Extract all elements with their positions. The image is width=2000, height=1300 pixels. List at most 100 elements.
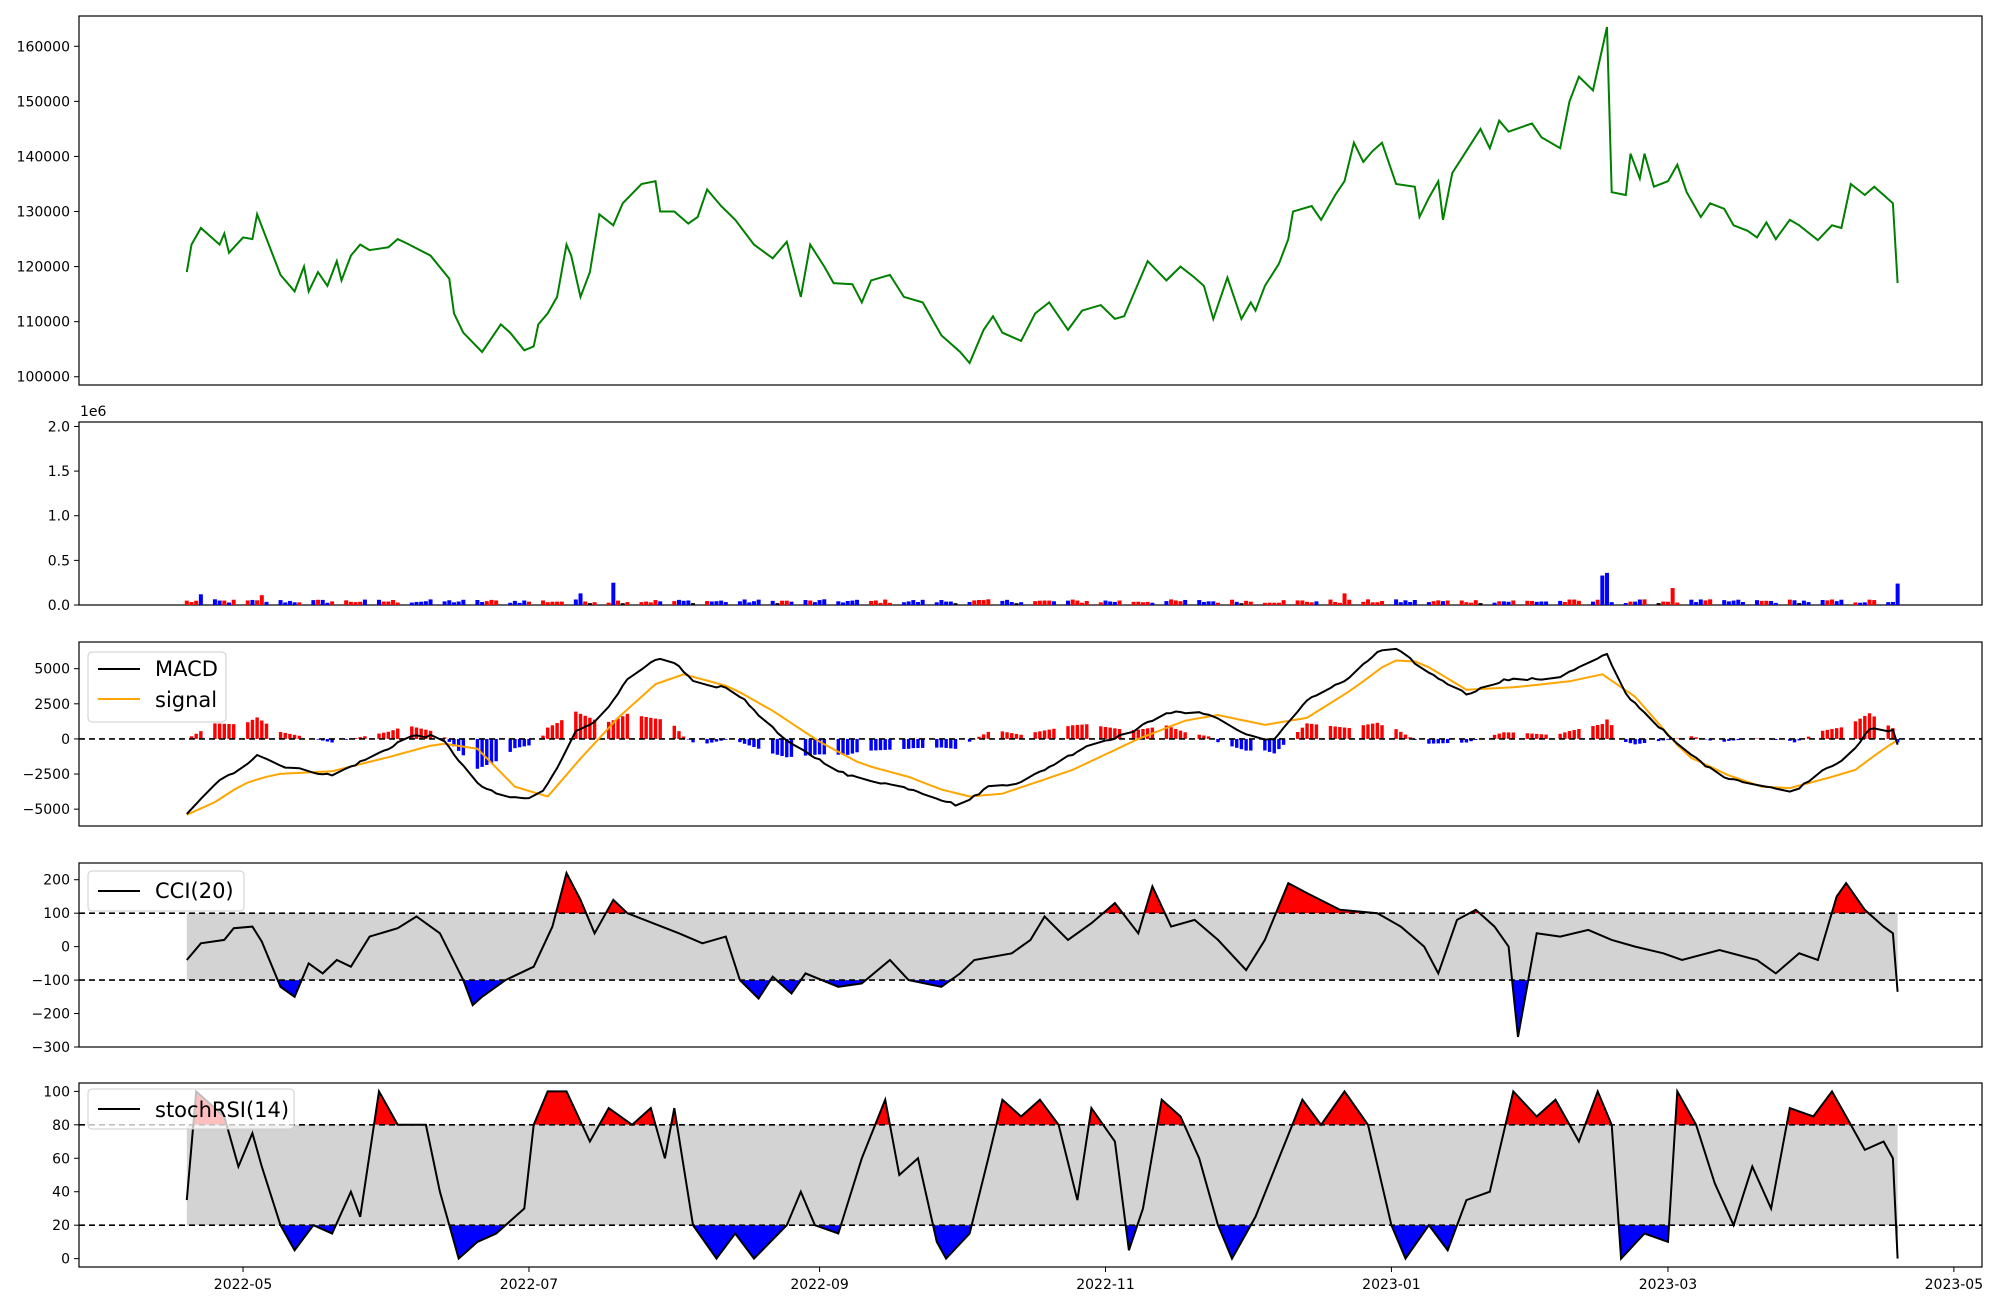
macd-histogram-bar <box>1305 723 1309 739</box>
macd-histogram-bar <box>1042 730 1047 739</box>
volume-bar <box>1839 599 1844 605</box>
volume-bar <box>1726 601 1731 605</box>
volume-bar <box>475 599 480 605</box>
volume-bar <box>480 602 485 605</box>
macd-histogram-bar <box>658 719 662 739</box>
macd-histogram-bar <box>1558 733 1562 739</box>
volume-bar <box>414 601 419 605</box>
volume-bar <box>1140 602 1145 605</box>
macd-histogram-bar <box>1535 733 1539 739</box>
volume-bar <box>976 599 981 605</box>
volume-bar <box>1722 600 1727 605</box>
macd-histogram-bar <box>344 738 348 740</box>
volume-bar <box>1862 602 1867 605</box>
volume-bar <box>1665 601 1670 605</box>
volume-bar <box>442 601 447 605</box>
volume-bar <box>297 602 302 605</box>
macd-histogram-bar <box>391 730 395 739</box>
volume-bar <box>1037 600 1042 605</box>
macd-histogram-bar <box>1066 726 1070 739</box>
volume-bar <box>1755 600 1760 605</box>
volume-bar <box>358 601 363 605</box>
macd-histogram-bar <box>785 738 789 758</box>
volume-bar <box>522 600 527 605</box>
volume-bar <box>508 602 513 605</box>
macd-histogram-bar <box>1131 730 1136 739</box>
cci-ytick-label: 0 <box>61 940 70 956</box>
macd-histogram-bar <box>588 717 592 739</box>
volume-bar <box>658 601 663 605</box>
cci-legend: CCI(20) <box>87 870 245 912</box>
volume-bar <box>194 600 199 605</box>
volume-bar <box>1103 600 1108 605</box>
volume-bar <box>231 599 236 605</box>
macd-histogram-bar <box>213 723 217 739</box>
macd-histogram-bar <box>517 738 522 748</box>
macd-histogram-bar <box>1366 724 1370 739</box>
volume-bar <box>184 600 189 605</box>
volume-bar <box>972 600 977 605</box>
stochrsi-ytick-label: 20 <box>52 1218 70 1234</box>
xtick-label: 2022-11 <box>1076 1277 1135 1293</box>
price-panel: 100000 110000 120000 130000 140000 150000 1600… <box>17 15 1983 386</box>
macd-histogram-bar <box>686 738 691 740</box>
volume-bar <box>1065 600 1070 605</box>
cci-oversold-fill <box>776 980 801 994</box>
volume-bar <box>1773 602 1778 605</box>
macd-histogram-bar <box>1361 725 1365 739</box>
volume-bar <box>1497 601 1502 605</box>
volume-bar <box>1459 600 1464 605</box>
macd-histogram-bar <box>288 733 292 739</box>
volume-bar <box>1333 601 1338 605</box>
macd-histogram-bar <box>494 738 498 762</box>
volume-bar <box>1623 603 1628 605</box>
macd-histogram-bar <box>611 720 616 739</box>
macd-histogram-bar <box>1310 723 1314 739</box>
macd-histogram-bar <box>541 735 545 739</box>
stochrsi-panel: 0 20 40 60 80 100 2022-05 2022-07 2022-09 2022-11… <box>43 1082 1983 1293</box>
volume-bar <box>255 600 260 605</box>
volume-bar <box>344 600 349 605</box>
stochrsi-line <box>185 1087 1899 1261</box>
volume-bar <box>583 601 588 605</box>
macd-histogram-bar <box>419 728 423 739</box>
volume-bar <box>1300 600 1305 605</box>
stochrsi-legend: stochRSI(14) <box>87 1088 295 1130</box>
macd-histogram-bar <box>1141 728 1145 739</box>
macd-histogram-bar <box>789 738 794 757</box>
volume-offset-label: 1e6 <box>80 404 107 420</box>
volume-ytick-label: 1.0 <box>48 509 70 525</box>
volume-bar <box>1005 599 1010 605</box>
volume-bar <box>1248 601 1253 605</box>
volume-bar <box>320 599 325 605</box>
volume-bar <box>639 602 644 605</box>
volume-bar <box>901 602 906 605</box>
volume-bar <box>611 582 616 605</box>
macd-histogram-bar <box>522 738 526 747</box>
volume-bar <box>512 600 517 605</box>
macd-histogram-bar <box>550 725 555 739</box>
volume-bar <box>250 599 255 605</box>
volume-bar <box>545 602 550 605</box>
macd-histogram-bar <box>1085 724 1089 739</box>
macd-histogram-bar <box>321 738 325 741</box>
volume-bar <box>1169 599 1174 605</box>
macd-histogram-bar <box>1000 731 1005 739</box>
signal-legend-label: signal <box>155 688 217 712</box>
volume-bar <box>672 601 677 605</box>
volume-bar <box>1361 601 1366 605</box>
volume-bar <box>1033 601 1038 605</box>
volume-bar <box>709 601 714 605</box>
volume-bar <box>1558 600 1563 605</box>
volume-bar <box>1478 603 1483 605</box>
volume-bar <box>1108 601 1113 605</box>
volume-bar <box>1051 601 1056 605</box>
volume-bar <box>1309 602 1314 605</box>
macd-histogram-bar <box>1403 734 1408 739</box>
volume-bar <box>1595 599 1600 605</box>
volume-bar <box>1211 601 1216 605</box>
macd-histogram-bar <box>1267 738 1272 752</box>
macd-histogram-bar <box>1464 738 1469 743</box>
volume-bar <box>1445 600 1450 605</box>
volume-bar <box>653 600 658 605</box>
